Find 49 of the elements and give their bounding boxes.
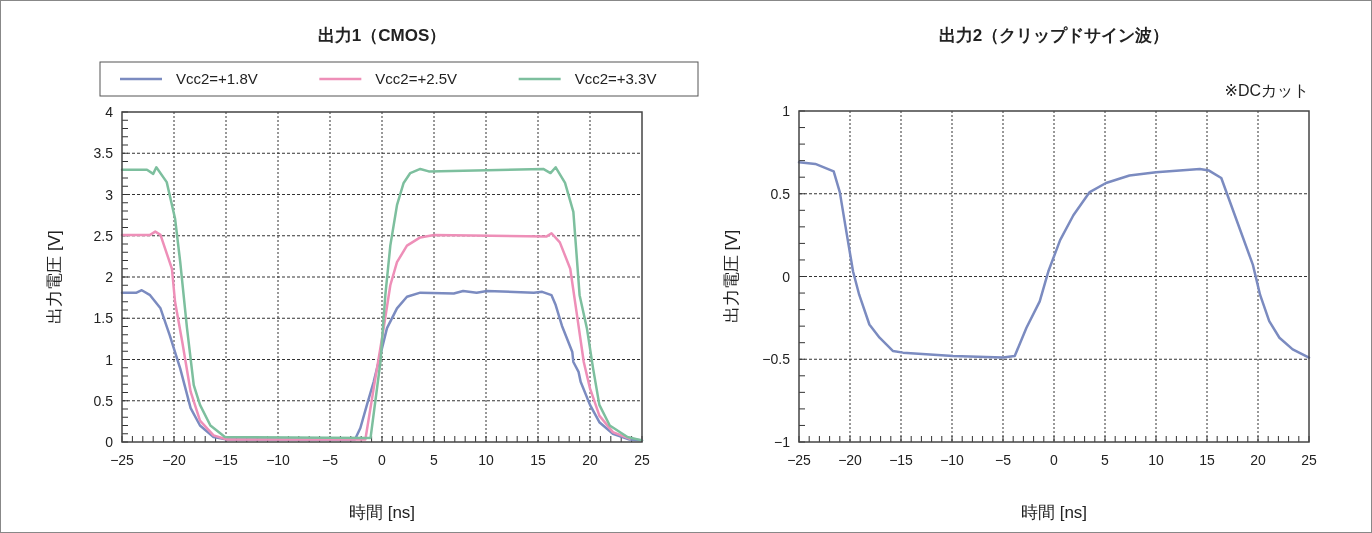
x-tick-label: −25 [110, 452, 135, 468]
y-tick-label: 3 [105, 186, 114, 203]
legend-label: Vcc2=+2.5V [375, 70, 458, 87]
x-axis-title: 時間 [ns] [348, 503, 416, 522]
x-tick-label: −15 [214, 452, 239, 468]
x-tick-label: −20 [838, 452, 863, 468]
x-tick-label: 20 [582, 452, 598, 468]
legend-label: Vcc2=+3.3V [574, 70, 657, 87]
x-tick-label: 10 [1148, 452, 1164, 468]
y-tick-label: −1 [774, 434, 791, 450]
x-tick-label: 20 [1250, 452, 1266, 468]
y-axis-title: 出力電圧 [V] [722, 229, 741, 324]
x-tick-label: −5 [995, 452, 1012, 468]
x-tick-label: 15 [1199, 452, 1215, 468]
x-tick-label: 25 [1301, 452, 1317, 468]
x-tick-label: −10 [266, 452, 291, 468]
chart-title: 出力2（クリップドサイン波） [938, 26, 1170, 45]
y-tick-label: 2 [105, 269, 114, 285]
x-tick-label: 0 [1050, 452, 1059, 468]
x-tick-label: −10 [940, 452, 965, 468]
y-tick-label: 1 [782, 103, 791, 119]
legend-label: Vcc2=+1.8V [176, 70, 258, 87]
x-tick-label: 5 [1101, 452, 1110, 468]
y-tick-label: −0.5 [762, 351, 791, 368]
x-tick-label: −15 [889, 452, 914, 468]
x-tick-label: 5 [430, 452, 439, 468]
line-series [120, 166, 644, 442]
y-tick-label: 1.5 [93, 310, 114, 327]
line-series [797, 161, 1311, 359]
x-tick-label: −5 [322, 452, 339, 468]
y-tick-label: 2.5 [93, 227, 114, 244]
line-series [120, 230, 631, 441]
x-tick-label: 15 [530, 452, 546, 468]
y-axis-title: 出力電圧 [V] [45, 230, 64, 324]
x-tick-label: 0 [378, 452, 387, 468]
x-tick-label: 25 [634, 452, 650, 468]
y-tick-label: 0 [105, 434, 114, 450]
y-tick-label: 4 [105, 104, 114, 120]
y-tick-label: 0.5 [93, 392, 114, 409]
x-axis-title: 時間 [ns] [1020, 503, 1088, 522]
text: ※DCカット [1224, 82, 1309, 99]
y-tick-label: 0 [782, 268, 791, 285]
x-tick-label: 10 [478, 452, 494, 468]
y-tick-label: 1 [105, 351, 114, 368]
chart-title: 出力1（CMOS） [317, 26, 447, 45]
y-tick-label: 3.5 [93, 145, 114, 162]
x-tick-label: −25 [787, 452, 812, 468]
y-tick-label: 0.5 [770, 185, 791, 202]
x-tick-label: −20 [162, 452, 187, 468]
